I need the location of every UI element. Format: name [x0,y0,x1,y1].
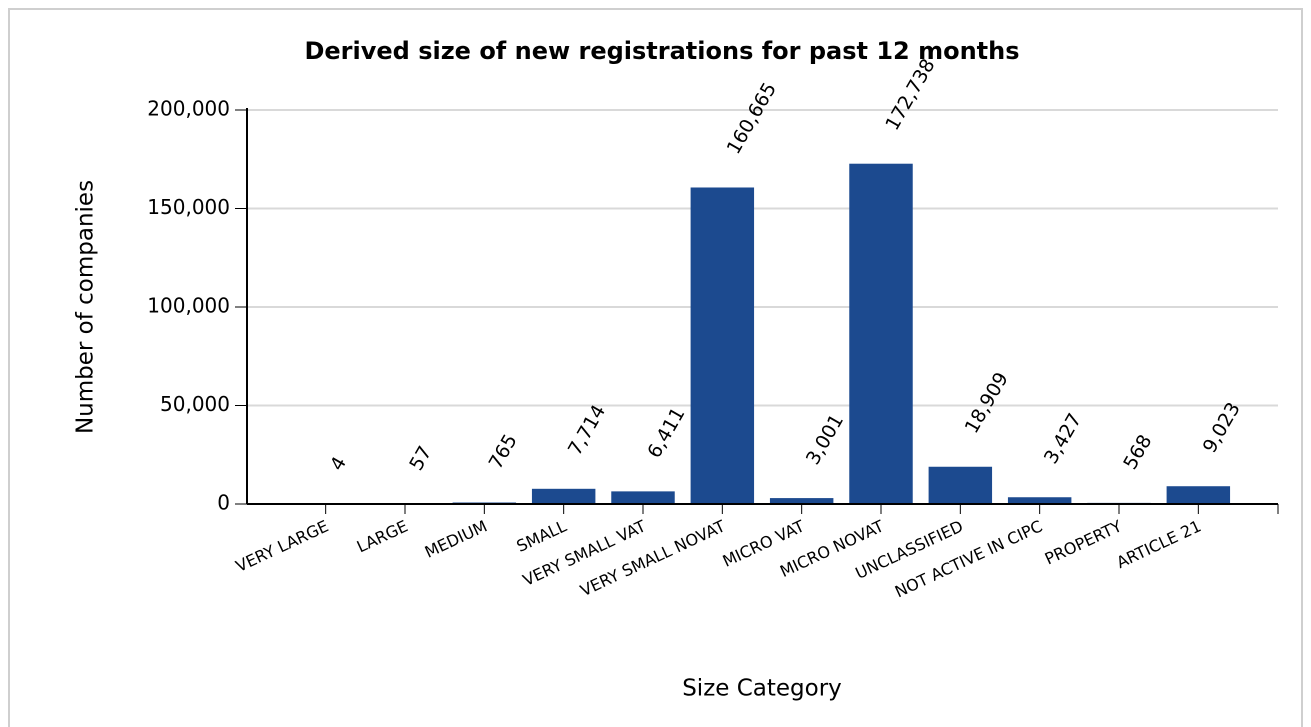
value-label: 9,023 [1199,399,1245,457]
bar [531,488,596,504]
y-tick-label: 150,000 [147,195,230,219]
bar [690,187,755,505]
bar [1007,497,1072,504]
x-tick-label: LARGE [354,516,411,556]
y-axis-title: Number of companies [73,180,99,434]
value-label: 6,411 [643,404,689,462]
value-label: 3,427 [1040,410,1086,468]
value-label: 18,909 [961,369,1013,438]
x-tick-label: MEDIUM [422,516,490,561]
x-tick-label: ARTICLE 21 [1113,516,1204,572]
y-tick-label: 0 [217,491,230,515]
bar [769,498,834,504]
bar [1166,486,1231,504]
bar [611,491,675,504]
bar [928,466,993,504]
value-label: 4 [326,453,351,474]
bar [849,163,913,504]
value-label: 765 [485,431,522,473]
chart-frame [8,8,1303,727]
value-label: 172,738 [881,55,939,134]
chart-title: Derived size of new registrations for pa… [304,37,1019,65]
x-tick-label: NOT ACTIVE IN CIPC [892,516,1045,601]
value-label: 160,665 [723,79,781,158]
x-tick-label: SMALL [514,516,570,556]
x-tick-label: PROPERTY [1042,516,1125,568]
value-label: 568 [1119,431,1156,473]
value-label: 3,001 [802,410,848,468]
y-tick-label: 200,000 [147,97,230,121]
x-tick-label: VERY LARGE [233,516,332,575]
value-label: 57 [405,442,436,474]
x-axis-title: Size Category [682,676,842,702]
y-tick-label: 50,000 [160,392,230,416]
y-tick-label: 100,000 [147,294,230,318]
x-tick-label: VERY SMALL NOVAT [577,516,728,600]
value-label: 7,714 [564,401,610,459]
